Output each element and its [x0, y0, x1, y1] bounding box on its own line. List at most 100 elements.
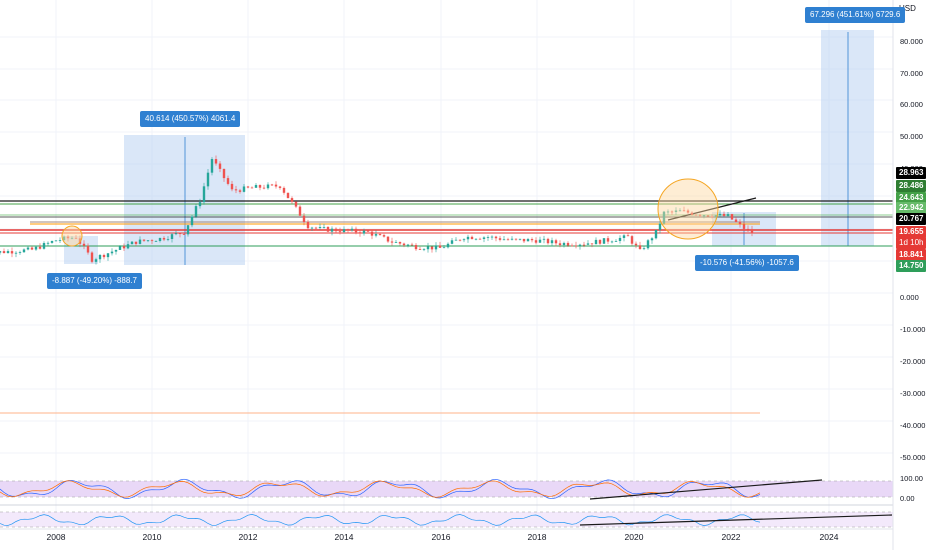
candle	[522, 238, 526, 242]
highlight-circle-1[interactable]	[61, 225, 83, 247]
candle	[570, 245, 574, 247]
price-tag-19655[interactable]: 19.655	[896, 226, 927, 238]
candle	[18, 252, 22, 253]
trendline-black[interactable]	[667, 197, 757, 221]
osc-tick-0: 0.00	[900, 494, 915, 503]
candles	[0, 155, 754, 265]
candle	[382, 235, 386, 237]
candle	[294, 201, 298, 207]
price-tag-22942[interactable]: 22.942	[896, 202, 927, 214]
candle	[262, 187, 266, 189]
candle	[458, 239, 462, 241]
candle	[398, 242, 402, 244]
time-tick: 2014	[334, 532, 354, 542]
candle	[498, 238, 502, 240]
candle	[406, 244, 410, 246]
candle	[550, 240, 554, 244]
candle	[82, 243, 86, 246]
candle	[274, 184, 278, 187]
candle	[394, 242, 398, 243]
candle	[706, 215, 710, 217]
candle	[698, 214, 702, 216]
candle	[622, 235, 626, 238]
candle	[306, 221, 310, 229]
candle	[422, 249, 426, 251]
price-tag-20767[interactable]: 20.767	[896, 213, 927, 225]
osc2-trendline[interactable]	[579, 514, 893, 526]
candle	[494, 236, 498, 239]
candle	[730, 214, 734, 220]
candle	[554, 240, 558, 244]
candle	[154, 240, 158, 242]
candle	[318, 227, 322, 228]
candle	[266, 184, 270, 189]
candle	[630, 236, 634, 244]
measure-box-1[interactable]	[124, 135, 245, 265]
candle	[590, 243, 594, 245]
candle	[242, 186, 246, 192]
osc-tick-100: 100.00	[900, 474, 923, 483]
price-tag-24643[interactable]: 24.643	[896, 192, 927, 204]
price-tag-28486[interactable]: 28.486	[896, 180, 927, 192]
candle	[178, 233, 182, 235]
candle	[350, 228, 354, 231]
measure-label-2[interactable]: -8.887 (-49.20%) -888.7	[47, 273, 142, 289]
candle	[46, 242, 50, 244]
highlight-circle-2[interactable]	[657, 178, 719, 240]
measure-label-1[interactable]: 40.614 (450.57%) 4061.4	[140, 111, 241, 127]
osc1-trendline[interactable]	[589, 479, 823, 500]
candle	[538, 239, 542, 243]
time-tick: 2020	[624, 532, 644, 542]
measure-label-3[interactable]: 67.296 (451.61%) 6729.6	[805, 7, 906, 23]
candle	[138, 239, 142, 244]
currency-unit: USD	[899, 4, 916, 13]
candle	[438, 245, 442, 248]
measure-label-4[interactable]: -10.576 (-41.56%) -1057.6	[695, 255, 799, 271]
time-tick: 2012	[238, 532, 258, 542]
candle	[30, 247, 34, 250]
candle	[114, 249, 118, 252]
candle	[250, 187, 254, 189]
price-tag-18841[interactable]: 18.841	[896, 249, 927, 261]
candle	[738, 221, 742, 225]
price-tag-14750[interactable]: 14.750	[896, 260, 927, 272]
candle	[50, 241, 54, 243]
candle	[654, 229, 658, 239]
candle	[694, 214, 698, 216]
candle	[322, 226, 326, 228]
candle	[210, 159, 214, 173]
candle	[722, 213, 726, 216]
candle	[586, 243, 590, 245]
candle	[658, 223, 662, 230]
candle	[502, 239, 506, 241]
candle	[602, 238, 606, 244]
candle	[470, 236, 474, 240]
candle	[598, 239, 602, 244]
candle	[218, 163, 222, 169]
candle	[734, 219, 738, 222]
candle	[186, 225, 190, 235]
candle	[454, 239, 458, 241]
candle	[198, 202, 202, 207]
candle	[410, 244, 414, 246]
candle	[278, 186, 282, 188]
candle	[326, 226, 330, 232]
candle	[302, 215, 306, 222]
candle	[230, 183, 234, 190]
measure-box-3[interactable]	[821, 30, 874, 246]
candle	[650, 238, 654, 241]
candle	[182, 233, 186, 235]
candle	[26, 247, 30, 250]
candle	[506, 239, 510, 241]
price-tick: -30.000	[900, 389, 926, 398]
candle	[34, 246, 38, 250]
candle	[118, 246, 122, 250]
candle	[354, 228, 358, 233]
price-tick: 50.000	[900, 132, 923, 141]
candle	[150, 240, 154, 242]
price-tag-28963[interactable]: 28.963	[896, 167, 927, 179]
time-tick: 2024	[819, 532, 839, 542]
candle	[362, 230, 366, 234]
candle	[466, 236, 470, 240]
